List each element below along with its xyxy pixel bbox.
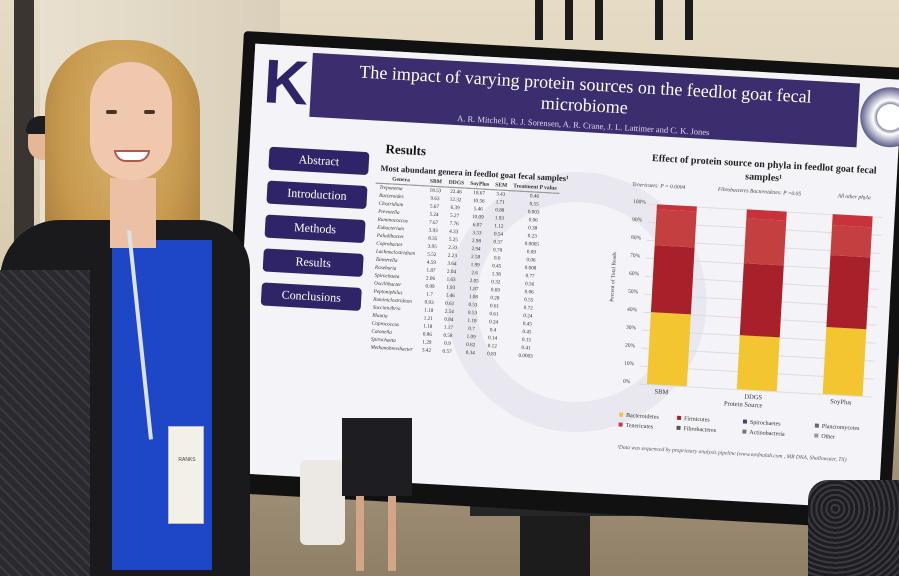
bar-segment-tenericutes: [743, 218, 787, 266]
genera-table: Genera SBM DDGS SoyPlus SEM Treatment P value…: [366, 174, 560, 362]
bar-segment-tenericutes: [654, 209, 697, 248]
legend-item: Actinobacteria: [742, 429, 785, 438]
right-eye: [144, 110, 155, 114]
y-tick-label: 90%: [631, 216, 643, 224]
x-category-label: SBM: [654, 388, 669, 397]
legend-item: Planctomycetes: [814, 423, 860, 432]
poster-footnote: ¹Data was sequenced by proprietary analy…: [617, 444, 847, 464]
presenter-woman: RANKS: [0, 30, 250, 576]
bar-segment-tenericutes: [830, 224, 873, 258]
legend-item: Other: [814, 433, 835, 441]
y-tick-label: 80%: [630, 234, 642, 242]
legend-item: Firmicutes: [676, 415, 710, 424]
legend-item: Tenericutes: [618, 422, 653, 430]
legend-item: Spirochaetes: [742, 419, 781, 428]
y-tick-label: 0%: [622, 378, 631, 386]
bar-segment-firmicutes: [826, 255, 871, 330]
display-monitor: K The impact of varying protein sources …: [218, 31, 899, 530]
chart-note-3: All other phyla: [837, 193, 871, 202]
chart-note-2: Fibrobacteres Bacteroidetes: P =0.05: [717, 186, 802, 198]
ceiling-cables: [525, 0, 715, 40]
table-body: Treponema 18.53 22.46 18.67 3.43 0.46 Bacteroi…: [366, 183, 559, 362]
bar-segment-bacteroidetes: [736, 335, 780, 392]
table-cell: Methanobrevibacter: [370, 344, 413, 353]
results-heading: Results: [385, 141, 427, 159]
bar-segment-firmicutes: [739, 263, 784, 338]
nav-conclusions-button[interactable]: Conclusions: [260, 282, 362, 311]
x-category-label: SoyPlus: [830, 398, 852, 407]
table-cell: 0.83: [487, 351, 497, 358]
background-walker: [338, 418, 416, 576]
x-category-label: DDGS: [744, 393, 763, 402]
badge-text: RANKS: [178, 457, 196, 463]
right-edge-person: [808, 480, 899, 576]
nav-results-button[interactable]: Results: [262, 248, 364, 277]
y-tick-label: 30%: [625, 324, 637, 332]
nav-introduction-button[interactable]: Introduction: [266, 180, 368, 210]
nav-abstract-button[interactable]: Abstract: [268, 146, 370, 176]
face: [90, 62, 172, 180]
chart-x-title: Protein Source: [723, 400, 763, 410]
table-cell: 3.42: [421, 347, 432, 354]
name-badge: RANKS: [168, 426, 204, 524]
lace-sleeve: [0, 270, 90, 576]
smile: [114, 150, 150, 162]
y-tick-label: 70%: [629, 252, 641, 260]
bar-segment-bacteroidetes: [646, 312, 691, 387]
poster-nav: Abstract Introduction Methods Results Co…: [260, 146, 370, 322]
tote-bag: [300, 460, 345, 545]
k-logo: K: [261, 47, 311, 119]
stacked-bar: [736, 209, 787, 392]
y-tick-label: 50%: [627, 288, 639, 296]
y-tick-label: 40%: [626, 306, 638, 314]
y-tick-label: 20%: [624, 342, 636, 350]
poster-screen: K The impact of varying protein sources …: [231, 43, 899, 510]
nav-methods-button[interactable]: Methods: [264, 214, 366, 244]
bar-segment-firmicutes: [650, 245, 695, 315]
y-tick-label: 100%: [632, 198, 647, 206]
bar-segment-other: [832, 214, 873, 228]
bar-segment-bacteroidetes: [822, 327, 867, 397]
table-cell: 0.34: [465, 349, 475, 357]
poster-header: K The impact of varying protein sources …: [251, 43, 899, 156]
y-tick-label: 10%: [623, 360, 635, 368]
university-seal-icon: [858, 85, 899, 149]
left-eye: [106, 110, 117, 114]
y-tick-label: 60%: [628, 270, 640, 278]
stacked-bar: [822, 214, 873, 397]
neck: [110, 178, 156, 248]
chart-legend: Bacteroidetes Firmicutes Spirochaetes Pl…: [618, 412, 881, 441]
table-cell: 0.57: [442, 348, 452, 356]
legend-item: Fibrobacteres: [676, 425, 716, 434]
